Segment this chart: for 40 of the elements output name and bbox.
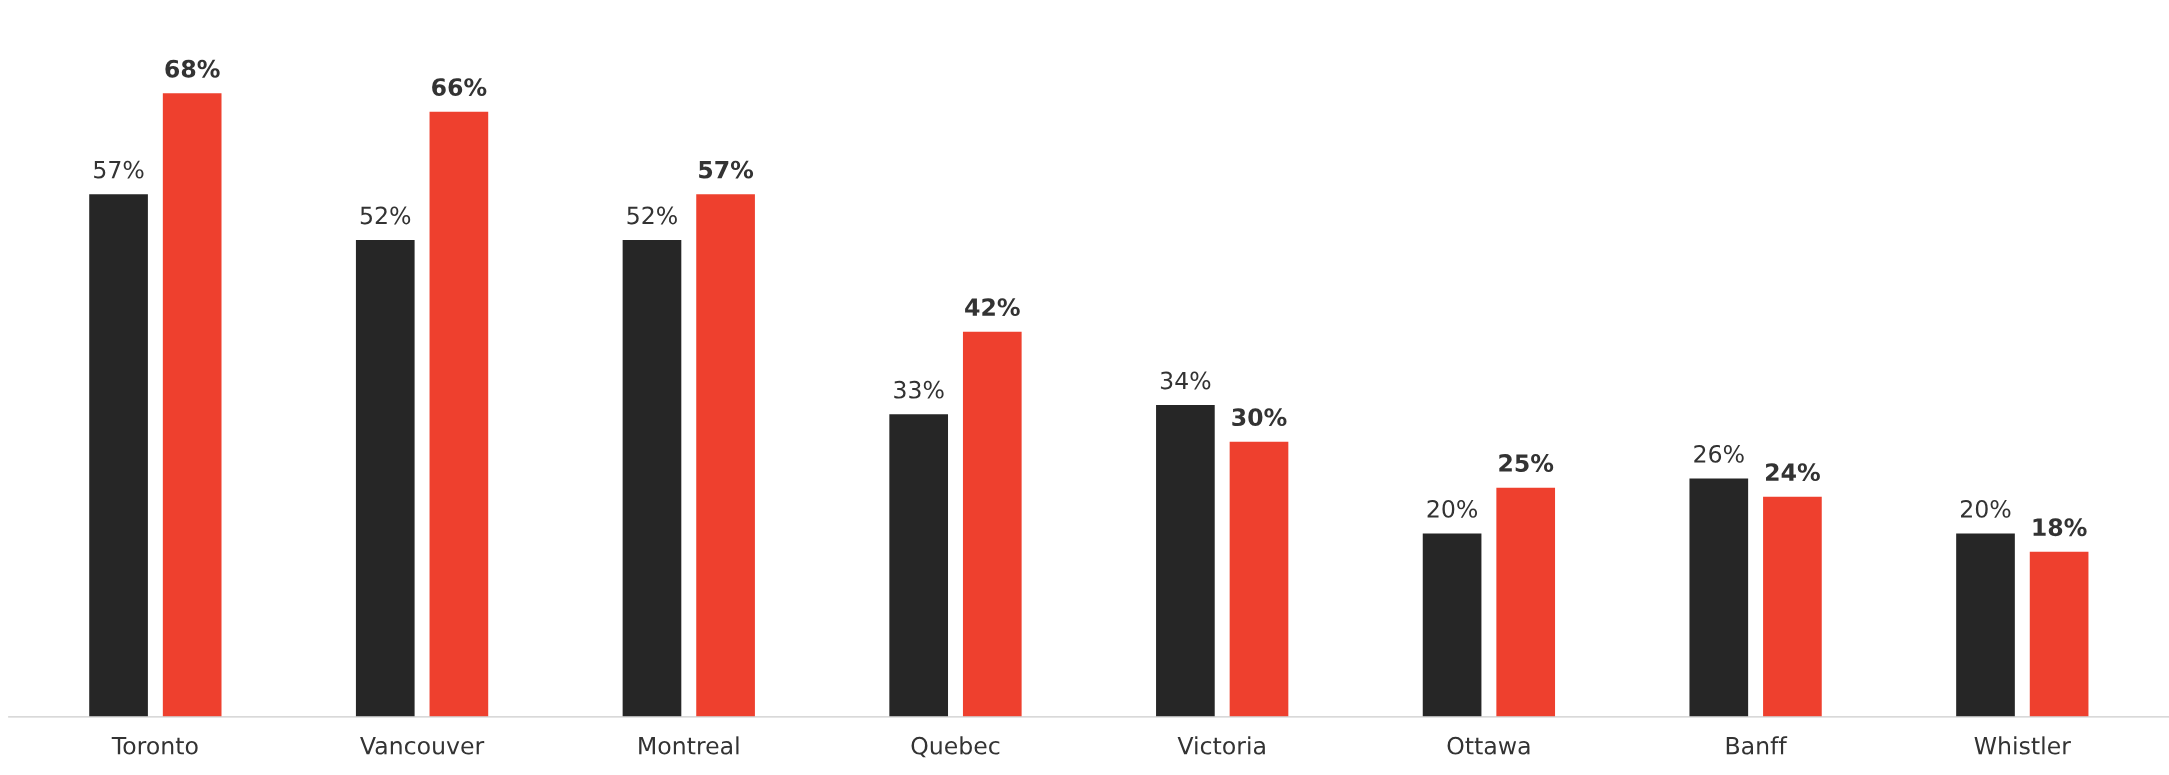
bar [1422,533,1482,717]
data-label: 42% [965,298,1020,317]
data-label: 33% [894,380,944,399]
data-label: 68% [165,59,220,78]
x-tick-label: Ottawa [1447,736,1530,755]
bar [355,240,415,717]
data-label: 25% [1499,454,1554,472]
data-label: 34% [1160,371,1211,390]
data-label: 26% [1694,444,1744,463]
data-label: 57% [699,160,754,179]
bar [89,194,148,717]
data-label: 52% [360,206,411,225]
bar [696,194,755,717]
bar [2029,551,2089,717]
bar [1229,441,1289,717]
bar [1763,496,1822,717]
data-label: 20% [1427,499,1478,518]
data-label: 20% [1961,499,2011,518]
x-tick-label: Banff [1726,736,1788,755]
bar [889,414,949,717]
bar [622,240,682,717]
bar [1156,405,1215,717]
bar [962,331,1022,717]
bar [1956,533,2015,717]
bar [1689,478,1749,717]
data-label: 57% [94,160,144,179]
x-tick-label: Quebec [911,736,1000,758]
data-label: 30% [1232,408,1287,427]
x-tick-label: Whistler [1974,736,2071,755]
bar [1496,487,1556,717]
x-tick-label: Vancouver [360,737,485,755]
bar [429,111,489,717]
data-label: 52% [627,206,677,225]
data-label: 18% [2033,518,2087,537]
bar [162,93,222,717]
data-label: 66% [432,78,487,97]
data-label: 24% [1766,463,1820,482]
x-tick-label: Montreal [639,736,739,755]
x-tick-label: Victoria [1177,736,1265,755]
x-tick-label: Toronto [111,737,198,755]
